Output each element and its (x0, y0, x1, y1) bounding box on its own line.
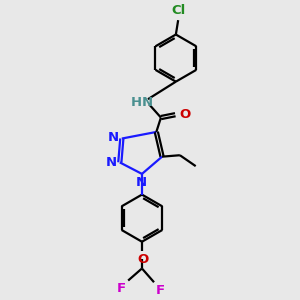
Text: N: N (107, 130, 118, 144)
Text: Cl: Cl (172, 4, 186, 17)
Text: N: N (141, 96, 152, 109)
Text: F: F (156, 284, 165, 297)
Text: N: N (105, 156, 116, 169)
Text: O: O (179, 108, 191, 121)
Text: H: H (130, 96, 141, 109)
Text: F: F (117, 282, 126, 295)
Text: O: O (137, 253, 148, 266)
Text: N: N (136, 176, 147, 189)
